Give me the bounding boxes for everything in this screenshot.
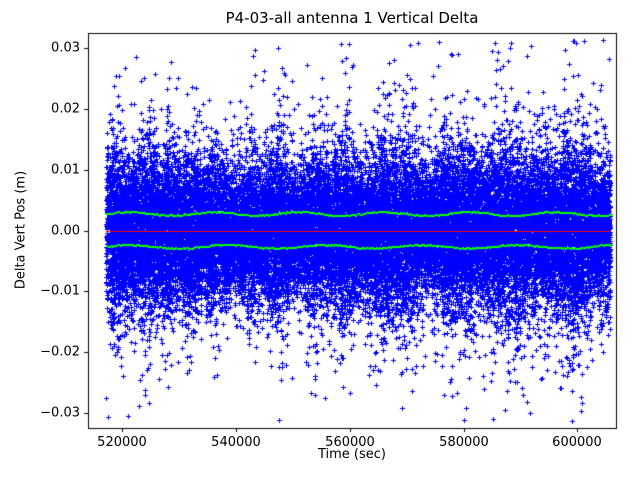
y-tick-label: 0.03 (51, 40, 80, 56)
y-tick-label: 0.01 (51, 162, 80, 178)
y-axis-label: Delta Vert Pos (m) (13, 170, 29, 290)
y-tick-label: −0.01 (40, 283, 80, 299)
y-tick-label: −0.02 (40, 344, 80, 360)
y-tick-label: 0.00 (51, 223, 80, 239)
x-tick-label: 600000 (552, 435, 602, 450)
y-tick-label: 0.02 (51, 101, 80, 117)
x-tick-label: 560000 (325, 435, 375, 450)
x-tick-label: 520000 (97, 435, 147, 450)
chart-title: P4-03-all antenna 1 Vertical Delta (225, 9, 479, 27)
x-tick-label: 540000 (211, 435, 261, 450)
x-axis-label: Time (sec) (317, 447, 386, 462)
y-tick-label: −0.03 (40, 405, 80, 421)
x-tick-label: 580000 (439, 435, 489, 450)
